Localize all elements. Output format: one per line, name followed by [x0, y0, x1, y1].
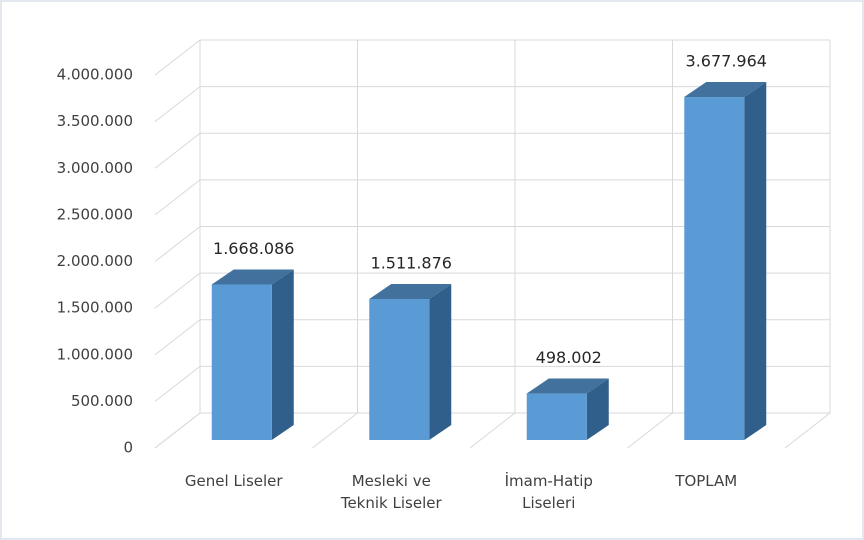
bar-side	[586, 378, 609, 440]
bar-side	[744, 82, 767, 441]
y-tick-label: 4.000.000	[57, 66, 133, 84]
grid-line	[154, 86, 201, 123]
value-label: 498.002	[536, 348, 602, 367]
y-tick-label: 2.000.000	[57, 252, 133, 270]
floor-line	[469, 412, 516, 449]
grid-line	[154, 272, 201, 309]
y-tick-label: 1.500.000	[57, 299, 133, 317]
x-tick-label: Mesleki ve Teknik Liseler	[340, 472, 442, 512]
floor-line	[784, 412, 831, 449]
x-tick-label: İmam-Hatip Liseleri	[504, 472, 593, 512]
value-label: 1.668.086	[213, 239, 294, 258]
y-tick-label: 2.500.000	[57, 205, 133, 223]
bar	[211, 284, 272, 440]
y-tick-label: 3.000.000	[57, 159, 133, 177]
bar-top	[684, 82, 767, 98]
grid-line	[154, 39, 201, 76]
grid-line	[154, 365, 201, 402]
bar	[526, 393, 587, 440]
y-tick-label: 0	[123, 439, 133, 457]
grid-line	[154, 319, 201, 356]
bar-top	[211, 269, 294, 285]
grid-line	[154, 179, 201, 216]
floor-line	[154, 412, 201, 449]
bar-side	[429, 284, 452, 440]
value-label: 1.511.876	[371, 254, 452, 273]
floor-line	[312, 412, 358, 449]
grid-line	[154, 132, 201, 169]
bar-side	[271, 269, 294, 440]
bar	[684, 97, 745, 441]
y-tick-label: 1.000.000	[57, 345, 133, 363]
bar-top	[526, 378, 609, 394]
grid-line	[154, 226, 201, 262]
x-tick-label: Genel Liseler	[184, 472, 283, 490]
x-tick-label: TOPLAM	[675, 472, 738, 490]
value-label: 3.677.964	[686, 52, 767, 71]
bar	[369, 299, 430, 440]
y-tick-label: 500.000	[71, 392, 133, 410]
floor-line	[627, 412, 673, 449]
y-tick-label: 3.500.000	[57, 112, 133, 130]
bar-top	[369, 284, 452, 300]
